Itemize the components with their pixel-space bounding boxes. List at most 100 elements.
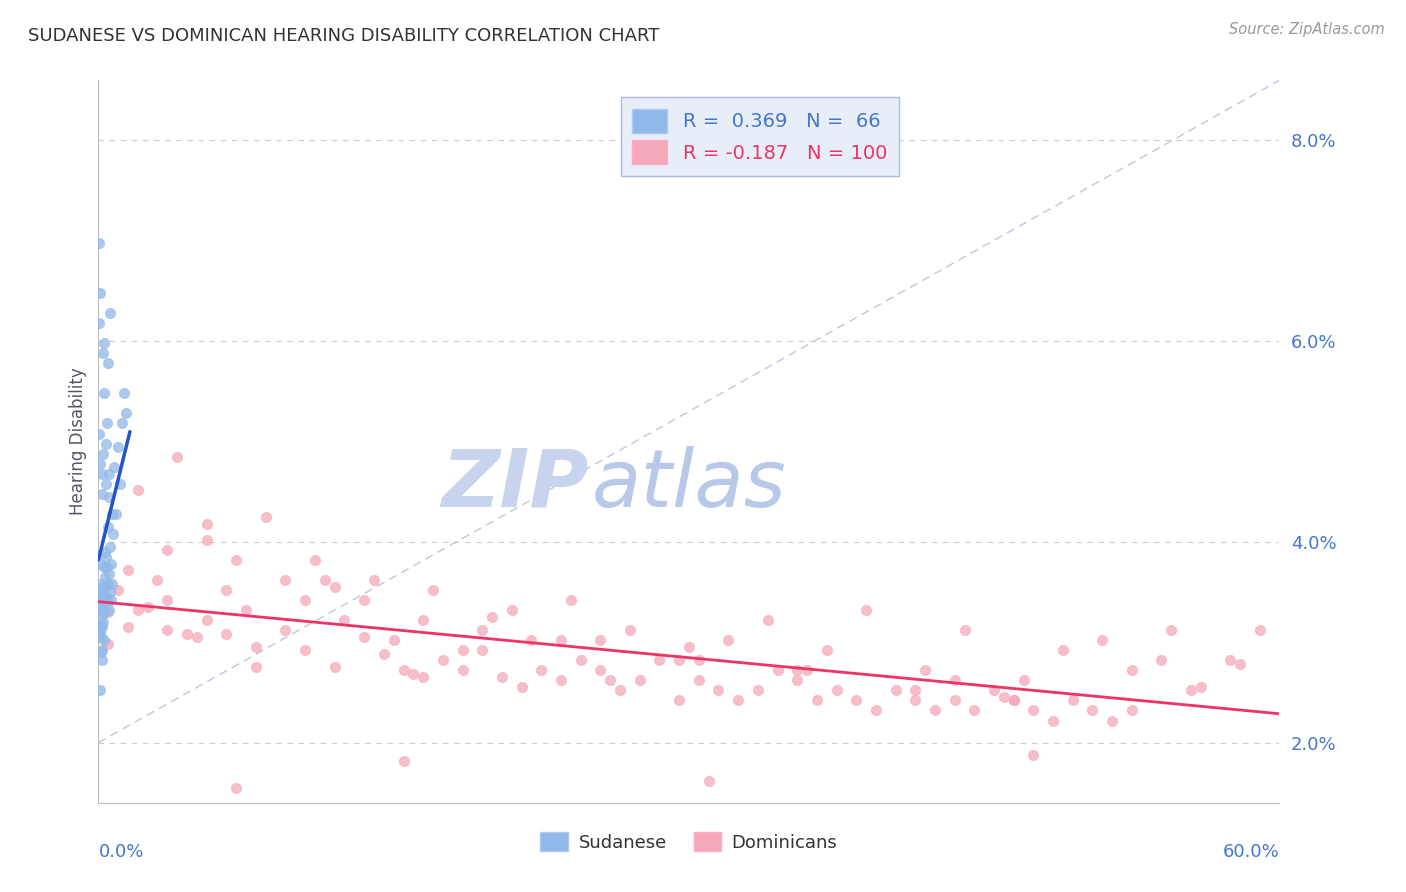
- Point: [107, 583, 129, 598]
- Point: [688, 653, 710, 667]
- Point: [688, 673, 710, 688]
- Point: [91, 580, 114, 594]
- Point: [1002, 693, 1025, 707]
- Point: [678, 640, 700, 655]
- Text: atlas: atlas: [592, 446, 787, 524]
- Point: [90, 585, 112, 599]
- Point: [93, 570, 115, 584]
- Point: [127, 483, 149, 497]
- Point: [815, 643, 838, 657]
- Point: [98, 306, 121, 320]
- Point: [1101, 714, 1123, 728]
- Point: [1052, 643, 1074, 657]
- Point: [481, 610, 503, 624]
- Point: [373, 648, 395, 662]
- Point: [806, 693, 828, 707]
- Point: [89, 605, 111, 619]
- Point: [1249, 623, 1271, 637]
- Point: [766, 664, 789, 678]
- Point: [510, 681, 533, 695]
- Point: [90, 645, 112, 659]
- Point: [97, 520, 120, 534]
- Point: [156, 542, 179, 557]
- Point: [1091, 633, 1114, 648]
- Point: [953, 623, 976, 637]
- Point: [747, 683, 769, 698]
- Point: [363, 573, 385, 587]
- Point: [402, 667, 425, 681]
- Point: [619, 623, 641, 637]
- Point: [1189, 681, 1212, 695]
- Point: [98, 540, 121, 554]
- Point: [668, 693, 690, 707]
- Point: [845, 693, 868, 707]
- Point: [707, 683, 730, 698]
- Point: [451, 664, 474, 678]
- Point: [117, 620, 139, 634]
- Point: [550, 673, 572, 688]
- Point: [91, 467, 114, 481]
- Point: [91, 643, 114, 657]
- Point: [560, 593, 582, 607]
- Point: [323, 660, 346, 674]
- Point: [195, 533, 218, 547]
- Point: [91, 607, 114, 621]
- Point: [589, 633, 612, 648]
- Point: [195, 516, 218, 531]
- Point: [1229, 657, 1251, 672]
- Point: [825, 683, 848, 698]
- Point: [215, 627, 238, 641]
- Point: [1002, 693, 1025, 707]
- Point: [136, 600, 159, 615]
- Point: [186, 630, 208, 644]
- Point: [786, 673, 808, 688]
- Point: [96, 590, 118, 604]
- Point: [90, 630, 112, 644]
- Point: [98, 467, 121, 481]
- Point: [90, 617, 112, 632]
- Point: [112, 386, 135, 401]
- Point: [993, 690, 1015, 705]
- Point: [91, 653, 114, 667]
- Point: [89, 285, 111, 300]
- Point: [796, 664, 818, 678]
- Point: [609, 683, 631, 698]
- Point: [382, 633, 405, 648]
- Point: [323, 580, 346, 594]
- Text: 60.0%: 60.0%: [1223, 843, 1279, 861]
- Point: [94, 545, 117, 559]
- Point: [115, 406, 138, 420]
- Point: [89, 235, 111, 250]
- Point: [884, 683, 907, 698]
- Point: [156, 593, 179, 607]
- Point: [96, 476, 118, 491]
- Point: [108, 476, 131, 491]
- Point: [96, 417, 118, 431]
- Text: Source: ZipAtlas.com: Source: ZipAtlas.com: [1229, 22, 1385, 37]
- Point: [91, 620, 114, 634]
- Y-axis label: Hearing Disability: Hearing Disability: [69, 368, 87, 516]
- Point: [101, 577, 124, 591]
- Point: [451, 643, 474, 657]
- Point: [274, 623, 297, 637]
- Point: [98, 490, 121, 504]
- Text: ZIP: ZIP: [441, 446, 589, 524]
- Point: [94, 580, 117, 594]
- Point: [422, 583, 444, 598]
- Point: [111, 417, 134, 431]
- Point: [353, 593, 375, 607]
- Point: [105, 507, 128, 521]
- Point: [93, 560, 115, 574]
- Point: [96, 549, 118, 564]
- Point: [1022, 747, 1045, 762]
- Point: [101, 526, 124, 541]
- Point: [91, 446, 114, 460]
- Point: [569, 653, 592, 667]
- Point: [1022, 703, 1045, 717]
- Point: [245, 640, 267, 655]
- Point: [412, 613, 434, 627]
- Point: [491, 670, 513, 684]
- Point: [727, 693, 749, 707]
- Point: [254, 509, 277, 524]
- Point: [943, 673, 966, 688]
